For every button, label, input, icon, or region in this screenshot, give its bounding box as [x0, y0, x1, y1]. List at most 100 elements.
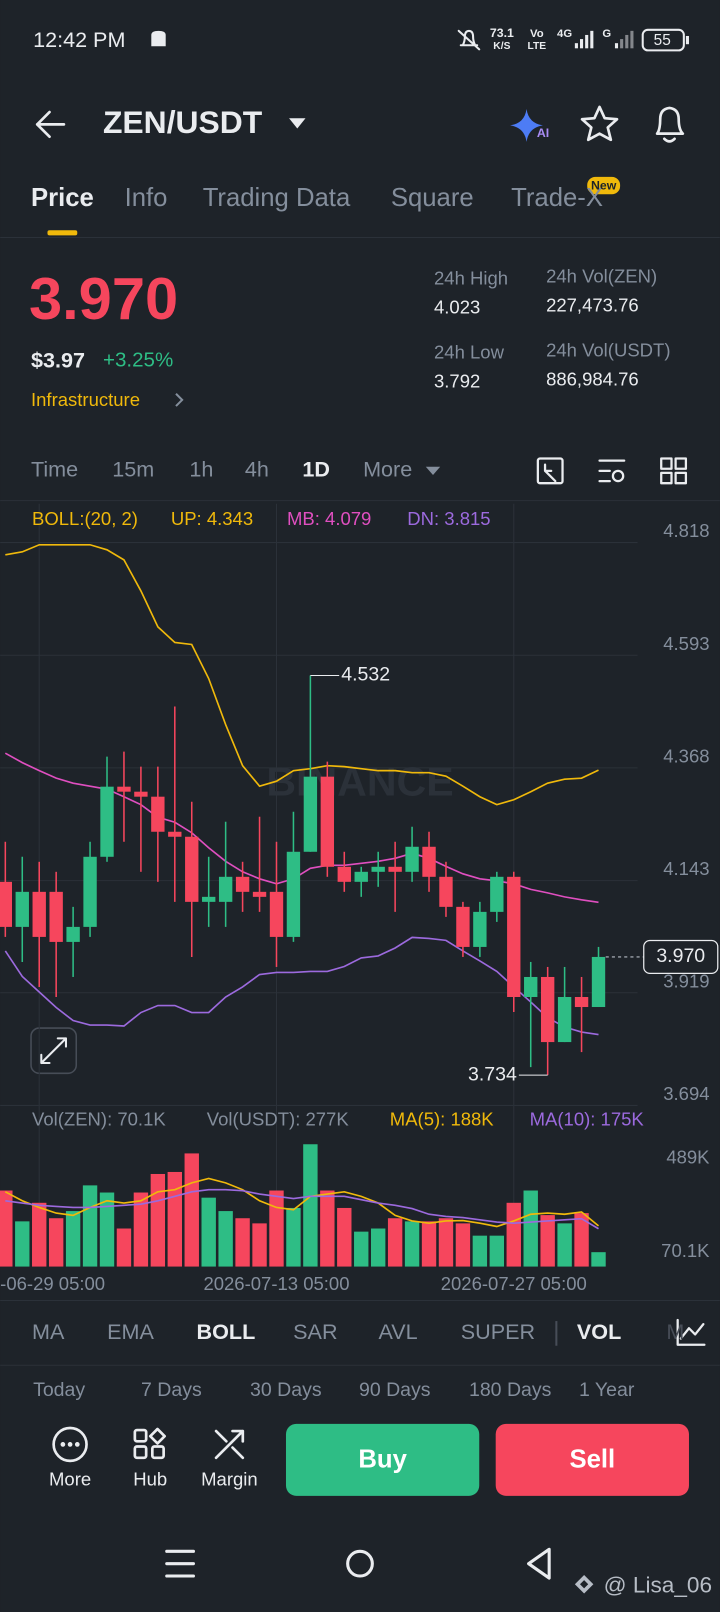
candle-body	[405, 846, 419, 872]
tab-indicator	[47, 230, 78, 236]
volume-legend: MA(10): 175K	[530, 1108, 645, 1129]
candle-body	[337, 866, 351, 882]
svg-text:AI: AI	[537, 126, 549, 140]
volume-bar	[116, 1228, 132, 1267]
volume-bar	[455, 1223, 471, 1267]
period-tab[interactable]: 180 Days	[469, 1379, 552, 1401]
indicator-tab[interactable]: MA	[32, 1319, 65, 1344]
indicator-tab[interactable]: SAR	[293, 1319, 337, 1344]
timeframe[interactable]: More	[363, 457, 412, 482]
volume-bar	[387, 1218, 403, 1267]
favorite-button[interactable]	[580, 105, 619, 142]
stat-label: 24h Vol(USDT)	[546, 339, 670, 360]
nav-home[interactable]	[346, 1549, 374, 1578]
candle-body	[286, 851, 301, 937]
candle-body	[66, 926, 80, 942]
volume-bar	[370, 1228, 386, 1267]
volume-legend: Vol(USDT): 277K	[207, 1108, 350, 1129]
sell-button[interactable]	[495, 1423, 689, 1496]
y-tick-label: 3.919	[663, 970, 709, 991]
nav-back[interactable]	[527, 1547, 551, 1580]
candle-body	[168, 831, 182, 837]
sell-label[interactable]: Sell	[569, 1446, 615, 1474]
action-icons[interactable]	[52, 1426, 245, 1463]
buy-button[interactable]	[285, 1423, 480, 1496]
tab[interactable]: Trade-X	[511, 184, 603, 212]
alert-button[interactable]	[655, 106, 685, 143]
last-price-box	[643, 939, 719, 975]
ai-button[interactable]: AI	[510, 108, 549, 142]
period-tab[interactable]: 90 Days	[359, 1379, 431, 1401]
indicator-tab[interactable]: AVL	[379, 1319, 418, 1344]
indicator-tab[interactable]: M	[666, 1319, 684, 1344]
more-dropdown[interactable]	[425, 466, 441, 475]
candle-body	[32, 891, 46, 937]
battery-level: 55	[654, 32, 671, 49]
candle-body	[456, 906, 470, 947]
sector-arrow[interactable]	[175, 393, 184, 407]
volume-bar	[82, 1185, 98, 1267]
x-tick-label: 2026-07-13 05:00	[203, 1273, 349, 1294]
low-label: 3.734	[468, 1063, 517, 1085]
candle-body	[371, 866, 385, 872]
stat-value: 4.023	[434, 296, 480, 317]
tab[interactable]: Info	[125, 184, 168, 212]
period-tab[interactable]: 7 Days	[141, 1379, 202, 1401]
last-price: 3.970	[29, 265, 178, 332]
nav-recents[interactable]	[165, 1549, 195, 1578]
volume-bar	[540, 1215, 555, 1267]
candle-body	[100, 786, 114, 857]
period-tab[interactable]: 1 Year	[579, 1379, 635, 1401]
volume-bar	[574, 1213, 589, 1267]
timeframe[interactable]: 15m	[112, 457, 154, 482]
period-tab[interactable]: 30 Days	[250, 1379, 322, 1401]
action-label[interactable]: More	[49, 1468, 91, 1489]
candle-body	[557, 997, 572, 1043]
volume-bar	[438, 1218, 454, 1267]
chart-tool-icons[interactable]	[536, 457, 688, 485]
indicator-tab[interactable]: VOL	[577, 1319, 621, 1344]
legend-entry: UP: 4.343	[171, 508, 253, 529]
volume-bar	[15, 1221, 30, 1267]
action-label[interactable]: Hub	[133, 1468, 167, 1489]
y-tick-label: 4.368	[663, 746, 709, 767]
tab[interactable]: Square	[391, 184, 474, 212]
expand-button[interactable]	[30, 1027, 78, 1075]
indicator-tab[interactable]: EMA	[107, 1319, 154, 1344]
period-tab[interactable]: Today	[33, 1379, 85, 1401]
indicator-tab[interactable]: SUPER	[461, 1319, 535, 1344]
candle-body	[524, 976, 538, 998]
user-watermark: @ Lisa_06	[604, 1572, 712, 1597]
buy-label[interactable]: Buy	[358, 1446, 407, 1474]
candle-body	[574, 997, 589, 1008]
sector-tag[interactable]: Infrastructure	[31, 389, 140, 410]
timeframe[interactable]: 4h	[245, 457, 269, 482]
tab[interactable]: Price	[31, 184, 94, 212]
candle-body	[252, 891, 267, 897]
price-change: +3.25%	[103, 348, 173, 371]
back-button[interactable]	[35, 110, 66, 139]
pair-dropdown[interactable]	[289, 118, 306, 129]
chart-settings[interactable]	[676, 1318, 706, 1346]
volume-bar	[404, 1221, 420, 1267]
stat-value: 227,473.76	[546, 294, 639, 315]
stat-value: 886,984.76	[546, 368, 639, 389]
timeframe[interactable]: Time	[31, 457, 78, 482]
action-label[interactable]: Margin	[201, 1468, 258, 1489]
pair-title[interactable]: ZEN/USDT	[103, 104, 263, 140]
volume-bar	[320, 1190, 335, 1267]
indicator-tab[interactable]: BOLL	[197, 1319, 256, 1344]
candle-body	[591, 956, 606, 1008]
timeframe[interactable]: 1h	[189, 457, 213, 482]
volume-bar	[48, 1218, 64, 1267]
status-speed: 73.1	[490, 26, 514, 40]
volume-bar	[167, 1171, 182, 1267]
volume-bar	[32, 1202, 47, 1267]
volume-bar	[269, 1190, 284, 1267]
volume-bar	[421, 1221, 437, 1267]
indicator-line	[5, 1188, 599, 1230]
indicator-line	[5, 543, 599, 806]
volume-legend: Vol(ZEN): 70.1K	[32, 1108, 166, 1129]
timeframe[interactable]: 1D	[302, 457, 330, 482]
tab[interactable]: Trading Data	[203, 184, 351, 212]
